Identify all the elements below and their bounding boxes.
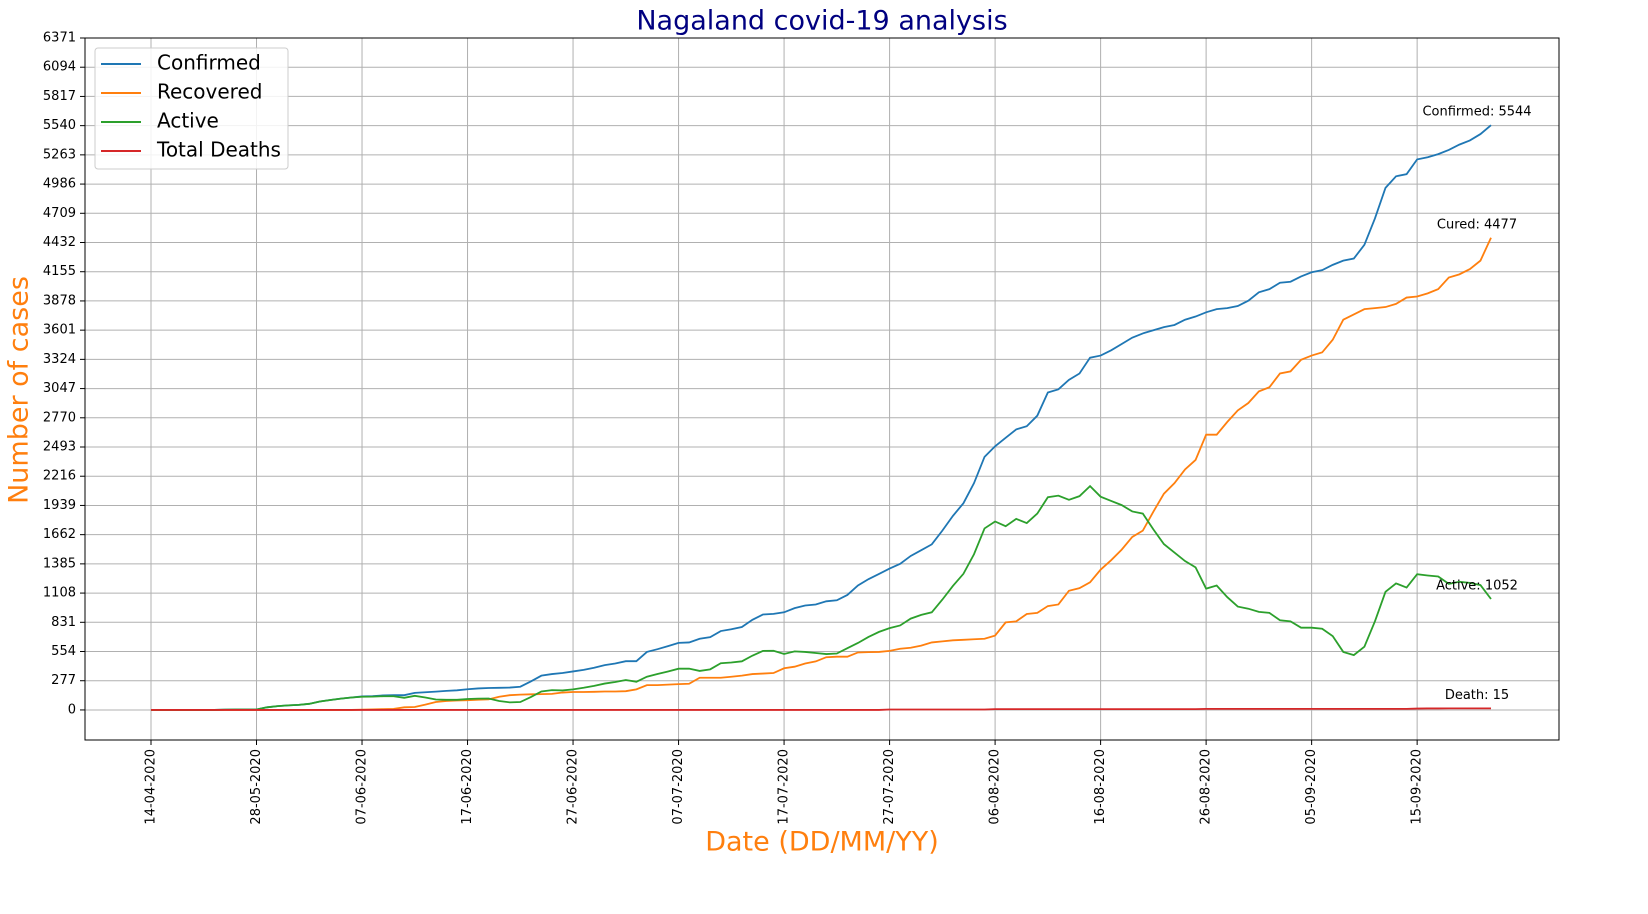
y-tick-label: 1108 [43, 586, 76, 601]
y-tick-label: 2493 [43, 440, 76, 455]
x-tick-label: 17-07-2020 [777, 749, 792, 825]
y-tick-label: 1662 [43, 527, 76, 542]
y-tick-label: 1939 [43, 498, 76, 513]
y-tick-label: 277 [51, 673, 76, 688]
legend-box [94, 47, 289, 170]
x-tick-label: 07-06-2020 [355, 749, 370, 825]
y-tick-label: 5263 [43, 147, 76, 162]
x-tick-label: 14-04-2020 [144, 749, 159, 825]
y-tick-label: 5817 [43, 89, 76, 104]
legend-label: Active [157, 109, 219, 133]
x-tick-label: 27-07-2020 [882, 749, 897, 825]
x-tick-label: 05-09-2020 [1304, 749, 1319, 825]
x-tick-label: 06-08-2020 [988, 749, 1003, 825]
y-tick-label: 5540 [43, 118, 76, 133]
annotation: Confirmed: 5544 [1422, 105, 1531, 120]
y-tick-label: 3324 [43, 352, 76, 367]
plot-frame [84, 37, 1560, 741]
y-tick-label: 3601 [43, 323, 76, 338]
y-tick-label: 4432 [43, 235, 76, 250]
annotation: Death: 15 [1445, 688, 1509, 703]
y-tick-label: 2770 [43, 410, 76, 425]
x-axis-label: Date (DD/MM/YY) [705, 827, 939, 858]
x-tick-label: 15-09-2020 [1410, 749, 1425, 825]
y-tick-label: 1385 [43, 556, 76, 571]
annotation: Cured: 4477 [1437, 217, 1517, 232]
y-tick-label: 4986 [43, 177, 76, 192]
annotation: Active: 1052 [1436, 578, 1518, 593]
x-tick-label: 07-07-2020 [671, 749, 686, 825]
y-tick-label: 554 [51, 644, 76, 659]
y-tick-label: 6094 [43, 60, 76, 75]
x-tick-label: 16-08-2020 [1093, 749, 1108, 825]
x-tick-label: 27-06-2020 [566, 749, 581, 825]
y-tick-label: 831 [51, 615, 76, 630]
y-axis-label: Number of cases [4, 276, 35, 504]
chart-title: Nagaland covid-19 analysis [636, 6, 1007, 37]
y-tick-label: 3047 [43, 381, 76, 396]
y-tick-label: 4709 [43, 206, 76, 221]
series-line [151, 707, 1491, 711]
legend-label: Recovered [157, 80, 262, 104]
y-tick-label: 3878 [43, 293, 76, 308]
y-tick-label: 4155 [43, 264, 76, 279]
y-tick-label: 0 [68, 702, 76, 717]
series-line [151, 237, 1492, 711]
y-tick-label: 2216 [43, 469, 76, 484]
x-tick-label: 26-08-2020 [1199, 749, 1214, 825]
x-tick-label: 28-05-2020 [249, 749, 264, 825]
y-tick-label: 6371 [43, 31, 76, 46]
series-line [151, 484, 1492, 711]
legend-label: Total Deaths [156, 138, 281, 162]
legend-label: Confirmed [157, 51, 261, 75]
x-tick-label: 17-06-2020 [460, 749, 475, 825]
